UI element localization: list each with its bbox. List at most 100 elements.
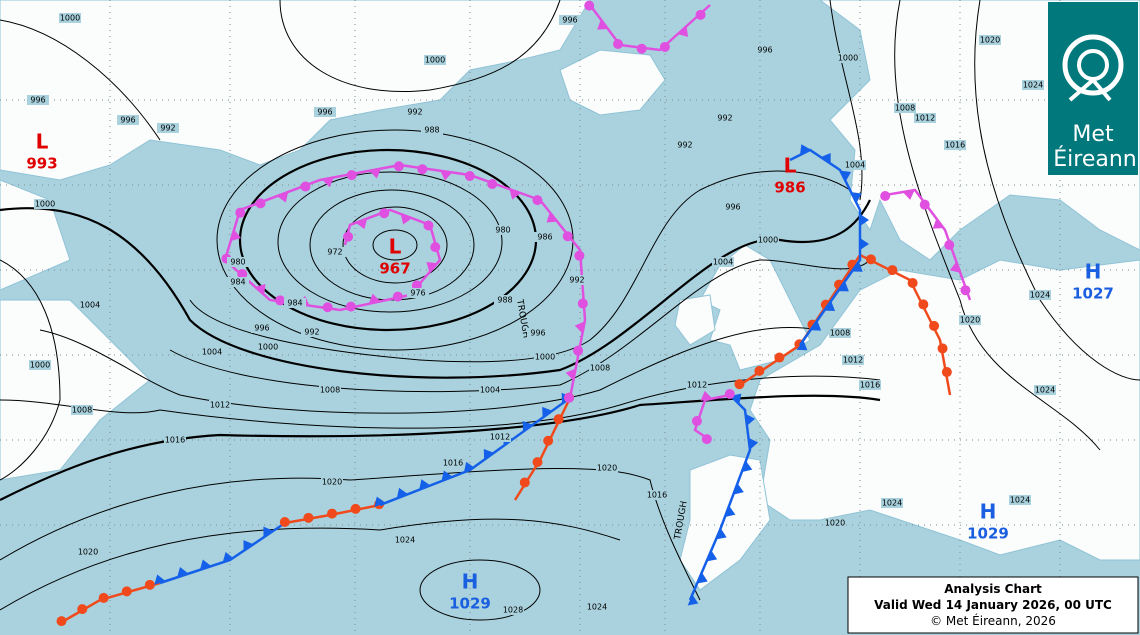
front-symbol xyxy=(733,483,744,495)
front-symbol xyxy=(522,420,533,432)
front-symbol xyxy=(121,586,132,597)
front-symbol xyxy=(907,277,918,288)
front-symbol xyxy=(880,190,891,201)
label-bg xyxy=(829,328,851,338)
front-symbol xyxy=(724,389,735,400)
label-bg xyxy=(1022,80,1044,90)
front-symbol xyxy=(243,540,254,551)
caption-valid: Valid Wed 14 January 2026, 00 UTC xyxy=(874,598,1112,612)
front-symbol xyxy=(700,390,713,401)
isobar-label: 996 xyxy=(30,96,45,105)
label-bg xyxy=(71,405,93,415)
isobar-label: 992 xyxy=(407,108,422,117)
front-symbol xyxy=(350,503,361,514)
front-symbol xyxy=(810,320,822,331)
label-bg xyxy=(314,107,336,117)
front-symbol xyxy=(748,437,759,450)
pressure-symbol: H xyxy=(1085,260,1102,284)
front-symbol xyxy=(553,414,564,425)
isobar-label: 1008 xyxy=(590,364,610,373)
isobar-label: 992 xyxy=(569,276,584,285)
isobar-label: 1004 xyxy=(202,348,222,357)
label-bg xyxy=(117,115,139,125)
front-line xyxy=(379,396,571,507)
front-symbol xyxy=(509,189,521,200)
label-bg xyxy=(596,463,618,473)
front-symbol xyxy=(400,214,412,225)
label-bg xyxy=(324,247,346,257)
logo: Met Éireann xyxy=(1048,2,1138,175)
label-bg xyxy=(27,95,49,105)
isobar-label: 1016 xyxy=(860,381,880,390)
front-symbol xyxy=(177,566,189,578)
front-symbol xyxy=(944,240,955,251)
front-symbol xyxy=(574,321,585,334)
front-symbol xyxy=(542,406,553,418)
front-symbol xyxy=(691,416,702,427)
front-symbol xyxy=(419,479,431,490)
front-line xyxy=(789,148,862,346)
label-bg xyxy=(201,347,223,357)
front-symbol xyxy=(56,616,67,627)
label-bg xyxy=(881,498,903,508)
pressure-symbol: H xyxy=(980,500,997,524)
front-symbol xyxy=(584,0,595,11)
label-bg xyxy=(257,342,279,352)
front-symbol xyxy=(636,43,647,54)
isobar-label: 1020 xyxy=(322,478,342,487)
front-symbol xyxy=(695,9,706,20)
isobar-label: 1012 xyxy=(210,401,230,410)
front-symbol xyxy=(701,434,712,445)
isobar-label: 996 xyxy=(562,16,577,25)
label-bg xyxy=(34,199,56,209)
label-bg xyxy=(59,13,81,23)
front-symbol xyxy=(532,457,543,468)
label-bg xyxy=(559,15,581,25)
front-symbol xyxy=(346,170,357,181)
isobar-label: 1020 xyxy=(825,519,845,528)
isobar-label: 1028 xyxy=(503,606,523,615)
isobar-label: 1000 xyxy=(60,14,80,23)
front-symbol xyxy=(919,199,930,210)
isobar-label: 996 xyxy=(317,108,332,117)
front-symbol xyxy=(417,164,428,175)
front-symbol xyxy=(932,218,944,229)
front-symbol xyxy=(532,195,543,206)
front-symbol xyxy=(677,26,689,37)
isobar-label: 1024 xyxy=(395,536,415,545)
front-symbol xyxy=(374,496,386,508)
front-symbol xyxy=(322,302,333,313)
label-bg xyxy=(842,355,864,365)
logo-text: Met xyxy=(1072,122,1114,147)
front-symbol xyxy=(379,208,390,219)
front-symbol xyxy=(697,572,708,584)
front-line xyxy=(61,581,161,624)
isobar-label: 980 xyxy=(230,258,245,267)
label-bg xyxy=(489,432,511,442)
front-symbol xyxy=(597,19,608,30)
isobar-label: 1016 xyxy=(945,141,965,150)
label-bg xyxy=(754,45,776,55)
front-symbol xyxy=(426,261,438,273)
front-symbol xyxy=(687,594,699,606)
isobar-label: 1004 xyxy=(80,301,100,310)
fronts xyxy=(56,0,972,627)
label-bg xyxy=(251,323,273,333)
label-bg xyxy=(209,400,231,410)
isobar-label: 996 xyxy=(120,116,135,125)
front-line xyxy=(589,4,711,52)
label-bg xyxy=(394,535,416,545)
front-symbol xyxy=(464,170,475,181)
front-symbol xyxy=(949,261,961,273)
front-symbol xyxy=(573,345,584,356)
label-bg xyxy=(824,518,846,528)
label-bg xyxy=(674,140,696,150)
isobar-label: 1020 xyxy=(980,36,1000,45)
label-bg xyxy=(492,225,514,235)
front-symbol xyxy=(275,295,286,306)
front-symbol xyxy=(941,367,952,378)
front-symbol xyxy=(918,299,929,310)
label-bg xyxy=(29,360,51,370)
label-bg xyxy=(894,103,916,113)
